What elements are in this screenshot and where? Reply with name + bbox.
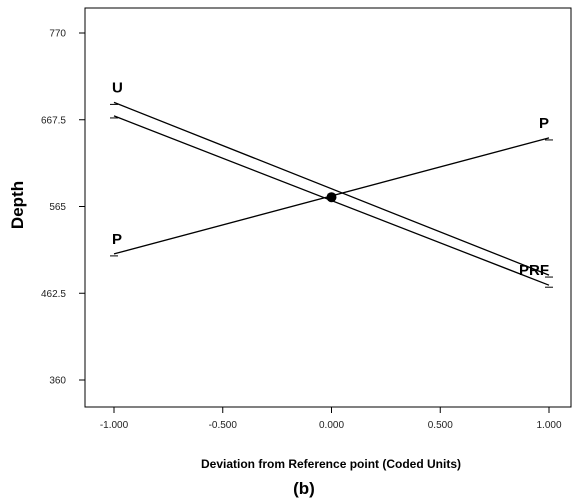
y-tick-label: 770 xyxy=(49,29,66,40)
y-tick-label: 565 xyxy=(49,202,66,213)
y-axis-title: Depth xyxy=(8,181,27,229)
series-line-u xyxy=(113,101,550,276)
x-tick-label: 1.000 xyxy=(536,420,561,431)
x-tick-label: -1.000 xyxy=(100,420,129,431)
series-label-right-p: P xyxy=(539,115,549,132)
plot-frame xyxy=(84,7,572,408)
y-axis-ticks: 770 667.5 565 462.5 360 xyxy=(41,29,85,387)
reference-point-marker xyxy=(326,192,337,203)
series-label-left-p: P xyxy=(112,231,122,248)
y-tick-label: 462.5 xyxy=(41,289,66,300)
x-axis-ticks: -1.000 -0.500 0.000 0.500 1.000 xyxy=(100,407,562,431)
series-label-right-prf: PRF xyxy=(519,262,549,279)
y-tick-label: 667.5 xyxy=(41,115,66,126)
x-tick-label: 0.500 xyxy=(428,420,453,431)
x-axis-title: Deviation from Reference point (Coded Un… xyxy=(201,457,461,471)
series-labels: U P P PRF xyxy=(112,79,549,279)
x-tick-label: 0.000 xyxy=(319,420,344,431)
series-label-left-u: U xyxy=(112,79,123,96)
y-tick-label: 360 xyxy=(49,376,66,387)
figure-caption: (b) xyxy=(293,479,315,498)
x-tick-label: -0.500 xyxy=(209,420,238,431)
